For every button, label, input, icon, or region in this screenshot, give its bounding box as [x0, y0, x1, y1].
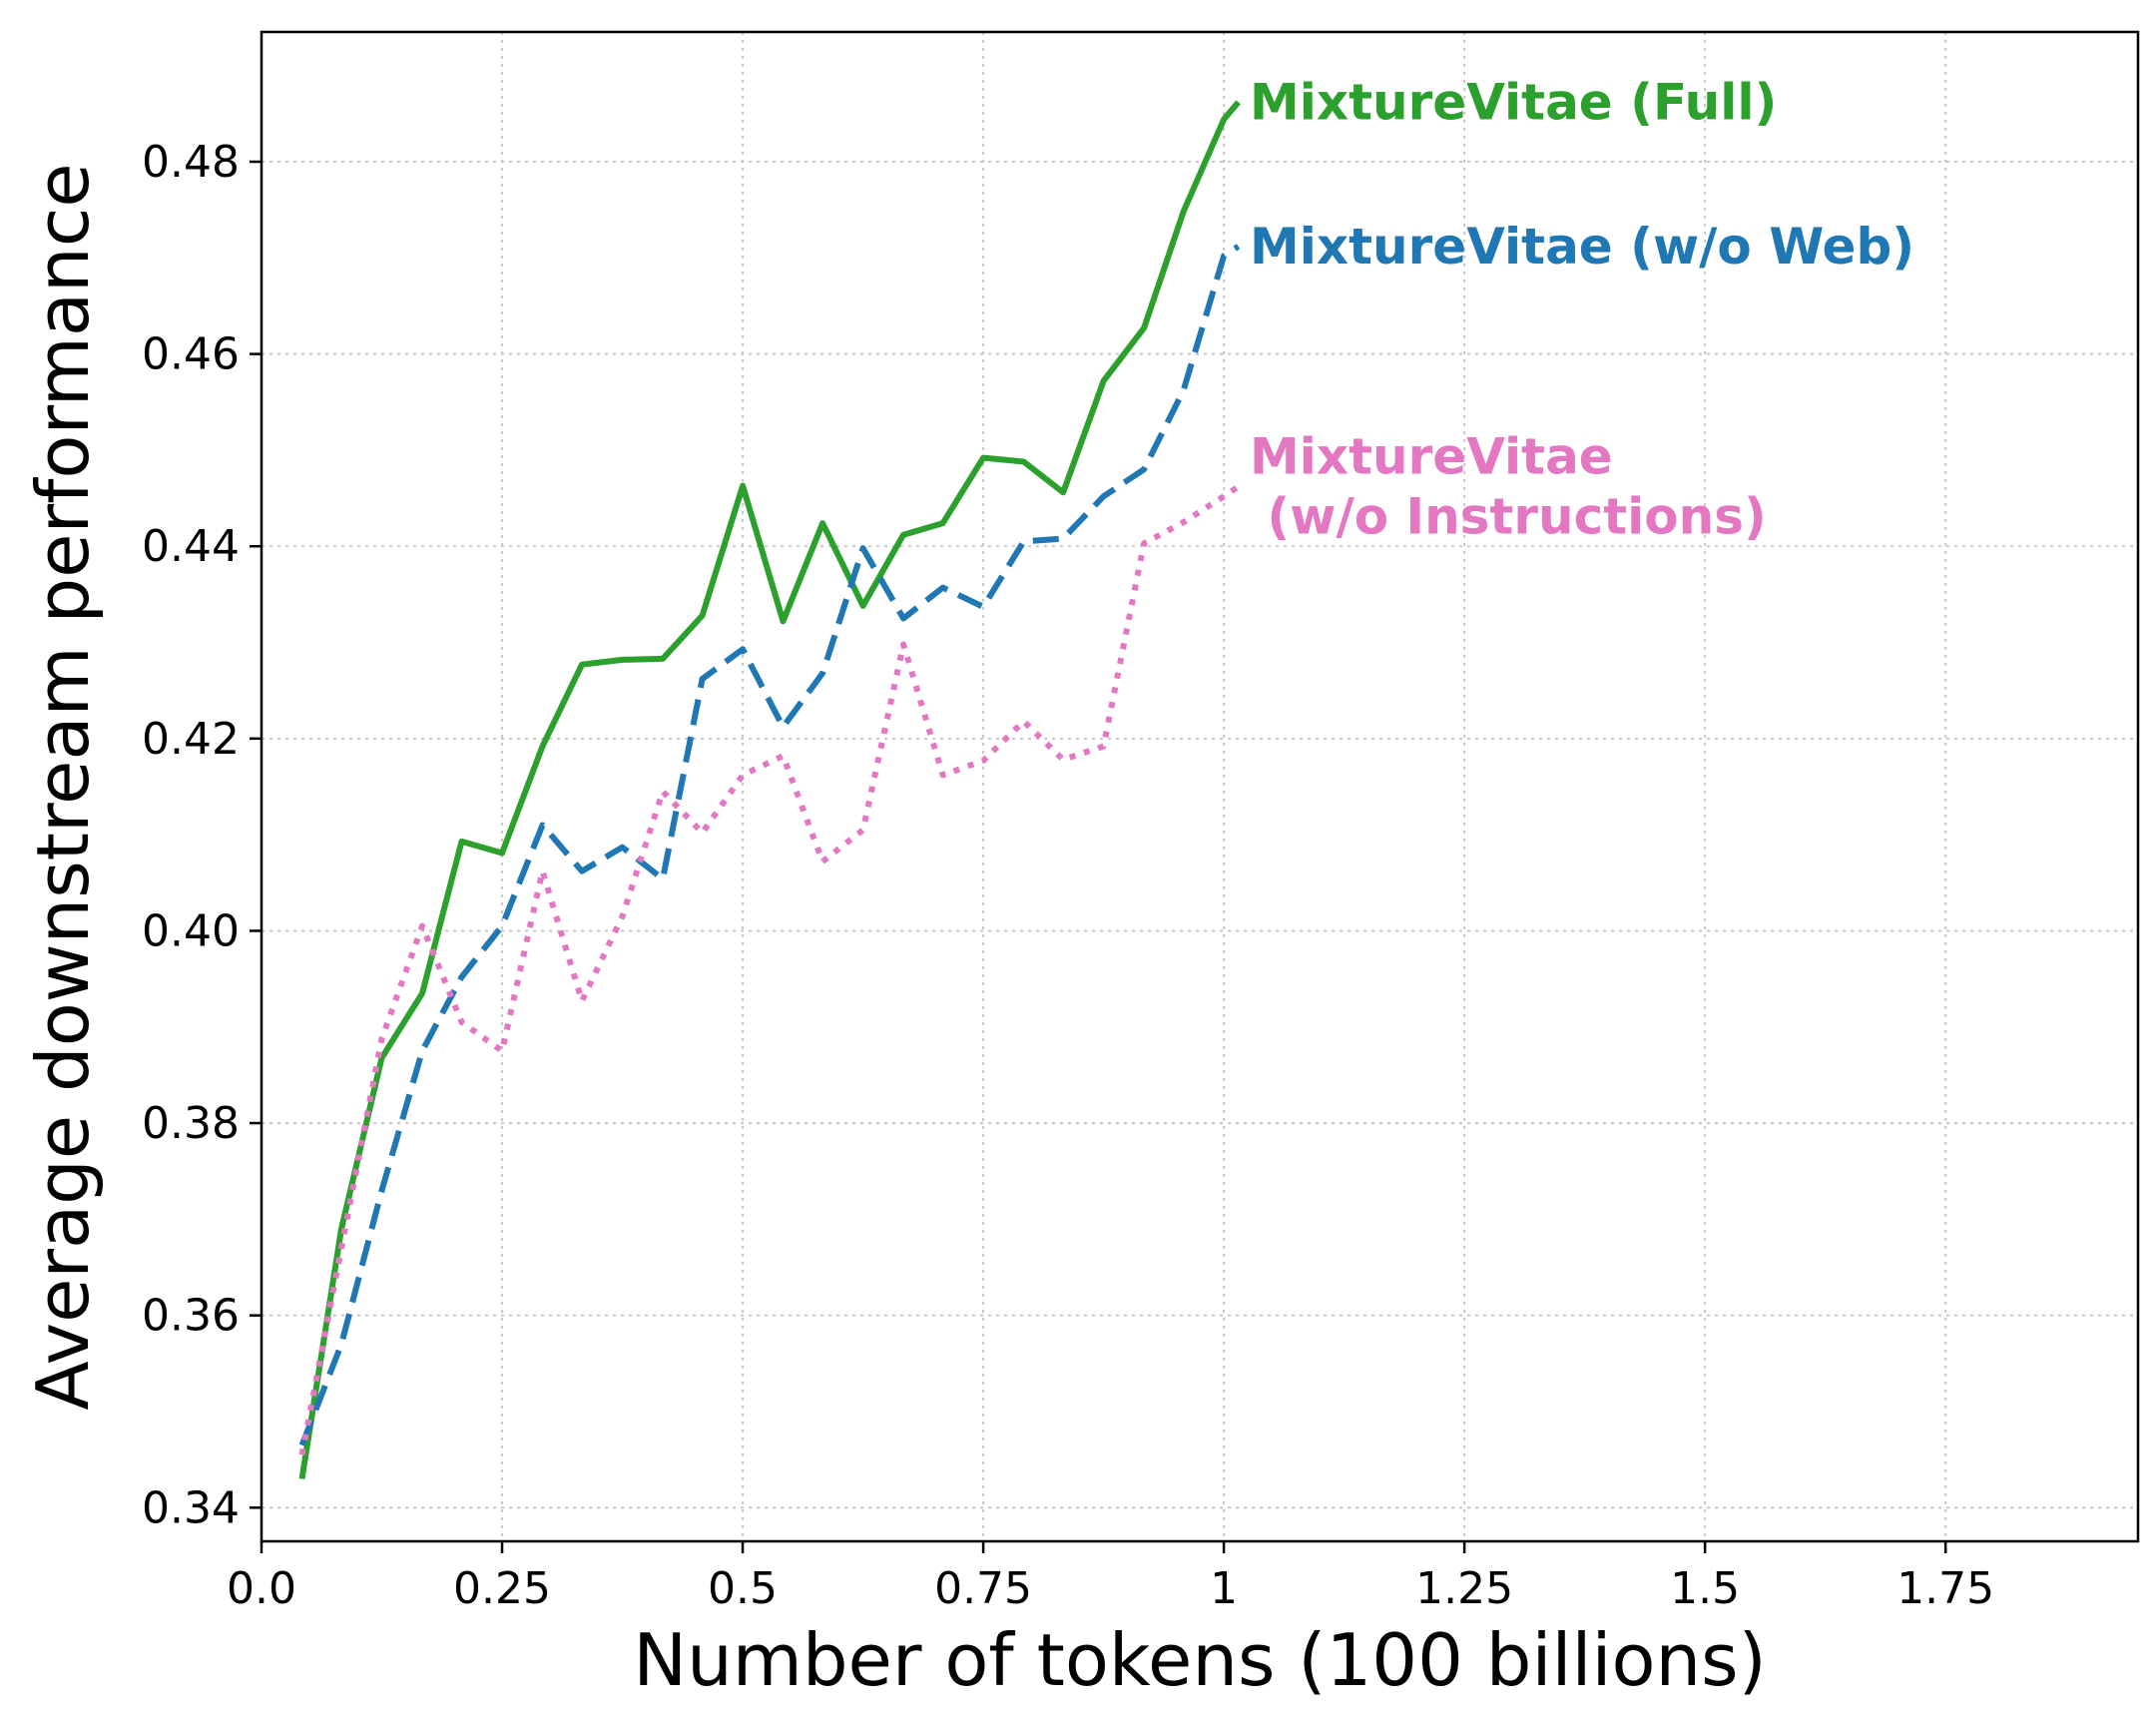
- series-lines: [298, 100, 1241, 1479]
- y-tick-label: 0.44: [142, 521, 240, 572]
- x-tick-label: 0.75: [934, 1563, 1032, 1614]
- series-label: MixtureVitae (Full): [1250, 73, 1777, 131]
- y-tick-label: 0.46: [142, 329, 240, 380]
- series-label: MixtureVitae (w/o Web): [1250, 218, 1914, 276]
- x-tick-label: 1.75: [1896, 1563, 1994, 1614]
- y-tick-label: 0.48: [142, 137, 240, 188]
- x-axis-title: Number of tokens (100 billions): [633, 1618, 1767, 1702]
- plot-frame: [260, 30, 2140, 1543]
- x-tick-label: 0.5: [708, 1563, 778, 1614]
- series-label: MixtureVitae (w/o Instructions): [1250, 428, 1767, 546]
- y-axis-title: Average downstream performance: [21, 163, 105, 1410]
- series-line-solid: [298, 100, 1241, 1479]
- x-tick-label: 1: [1210, 1563, 1238, 1614]
- x-tick-label: 0.0: [227, 1563, 296, 1614]
- x-tick-label: 0.25: [453, 1563, 551, 1614]
- y-tick-label: 0.36: [142, 1291, 240, 1342]
- x-tick-label: 1.5: [1670, 1563, 1740, 1614]
- y-tick-label: 0.42: [142, 714, 240, 765]
- x-tick-label: 1.25: [1415, 1563, 1513, 1614]
- y-tick-label: 0.40: [142, 905, 240, 956]
- series-line-dashed: [298, 244, 1241, 1446]
- axis-ticks: 0.0 0.25 0.5 0.75 1 1.25 1.5 1.75 0.34 0.36 0.38 0.…: [142, 137, 1994, 1614]
- y-tick-label: 0.38: [142, 1098, 240, 1149]
- series-line-dotted: [298, 484, 1241, 1455]
- series-labels: MixtureVitae (Full) MixtureVitae (w/o Web…: [1250, 73, 1914, 545]
- grid: [261, 32, 2138, 1541]
- y-tick-label: 0.34: [142, 1482, 240, 1533]
